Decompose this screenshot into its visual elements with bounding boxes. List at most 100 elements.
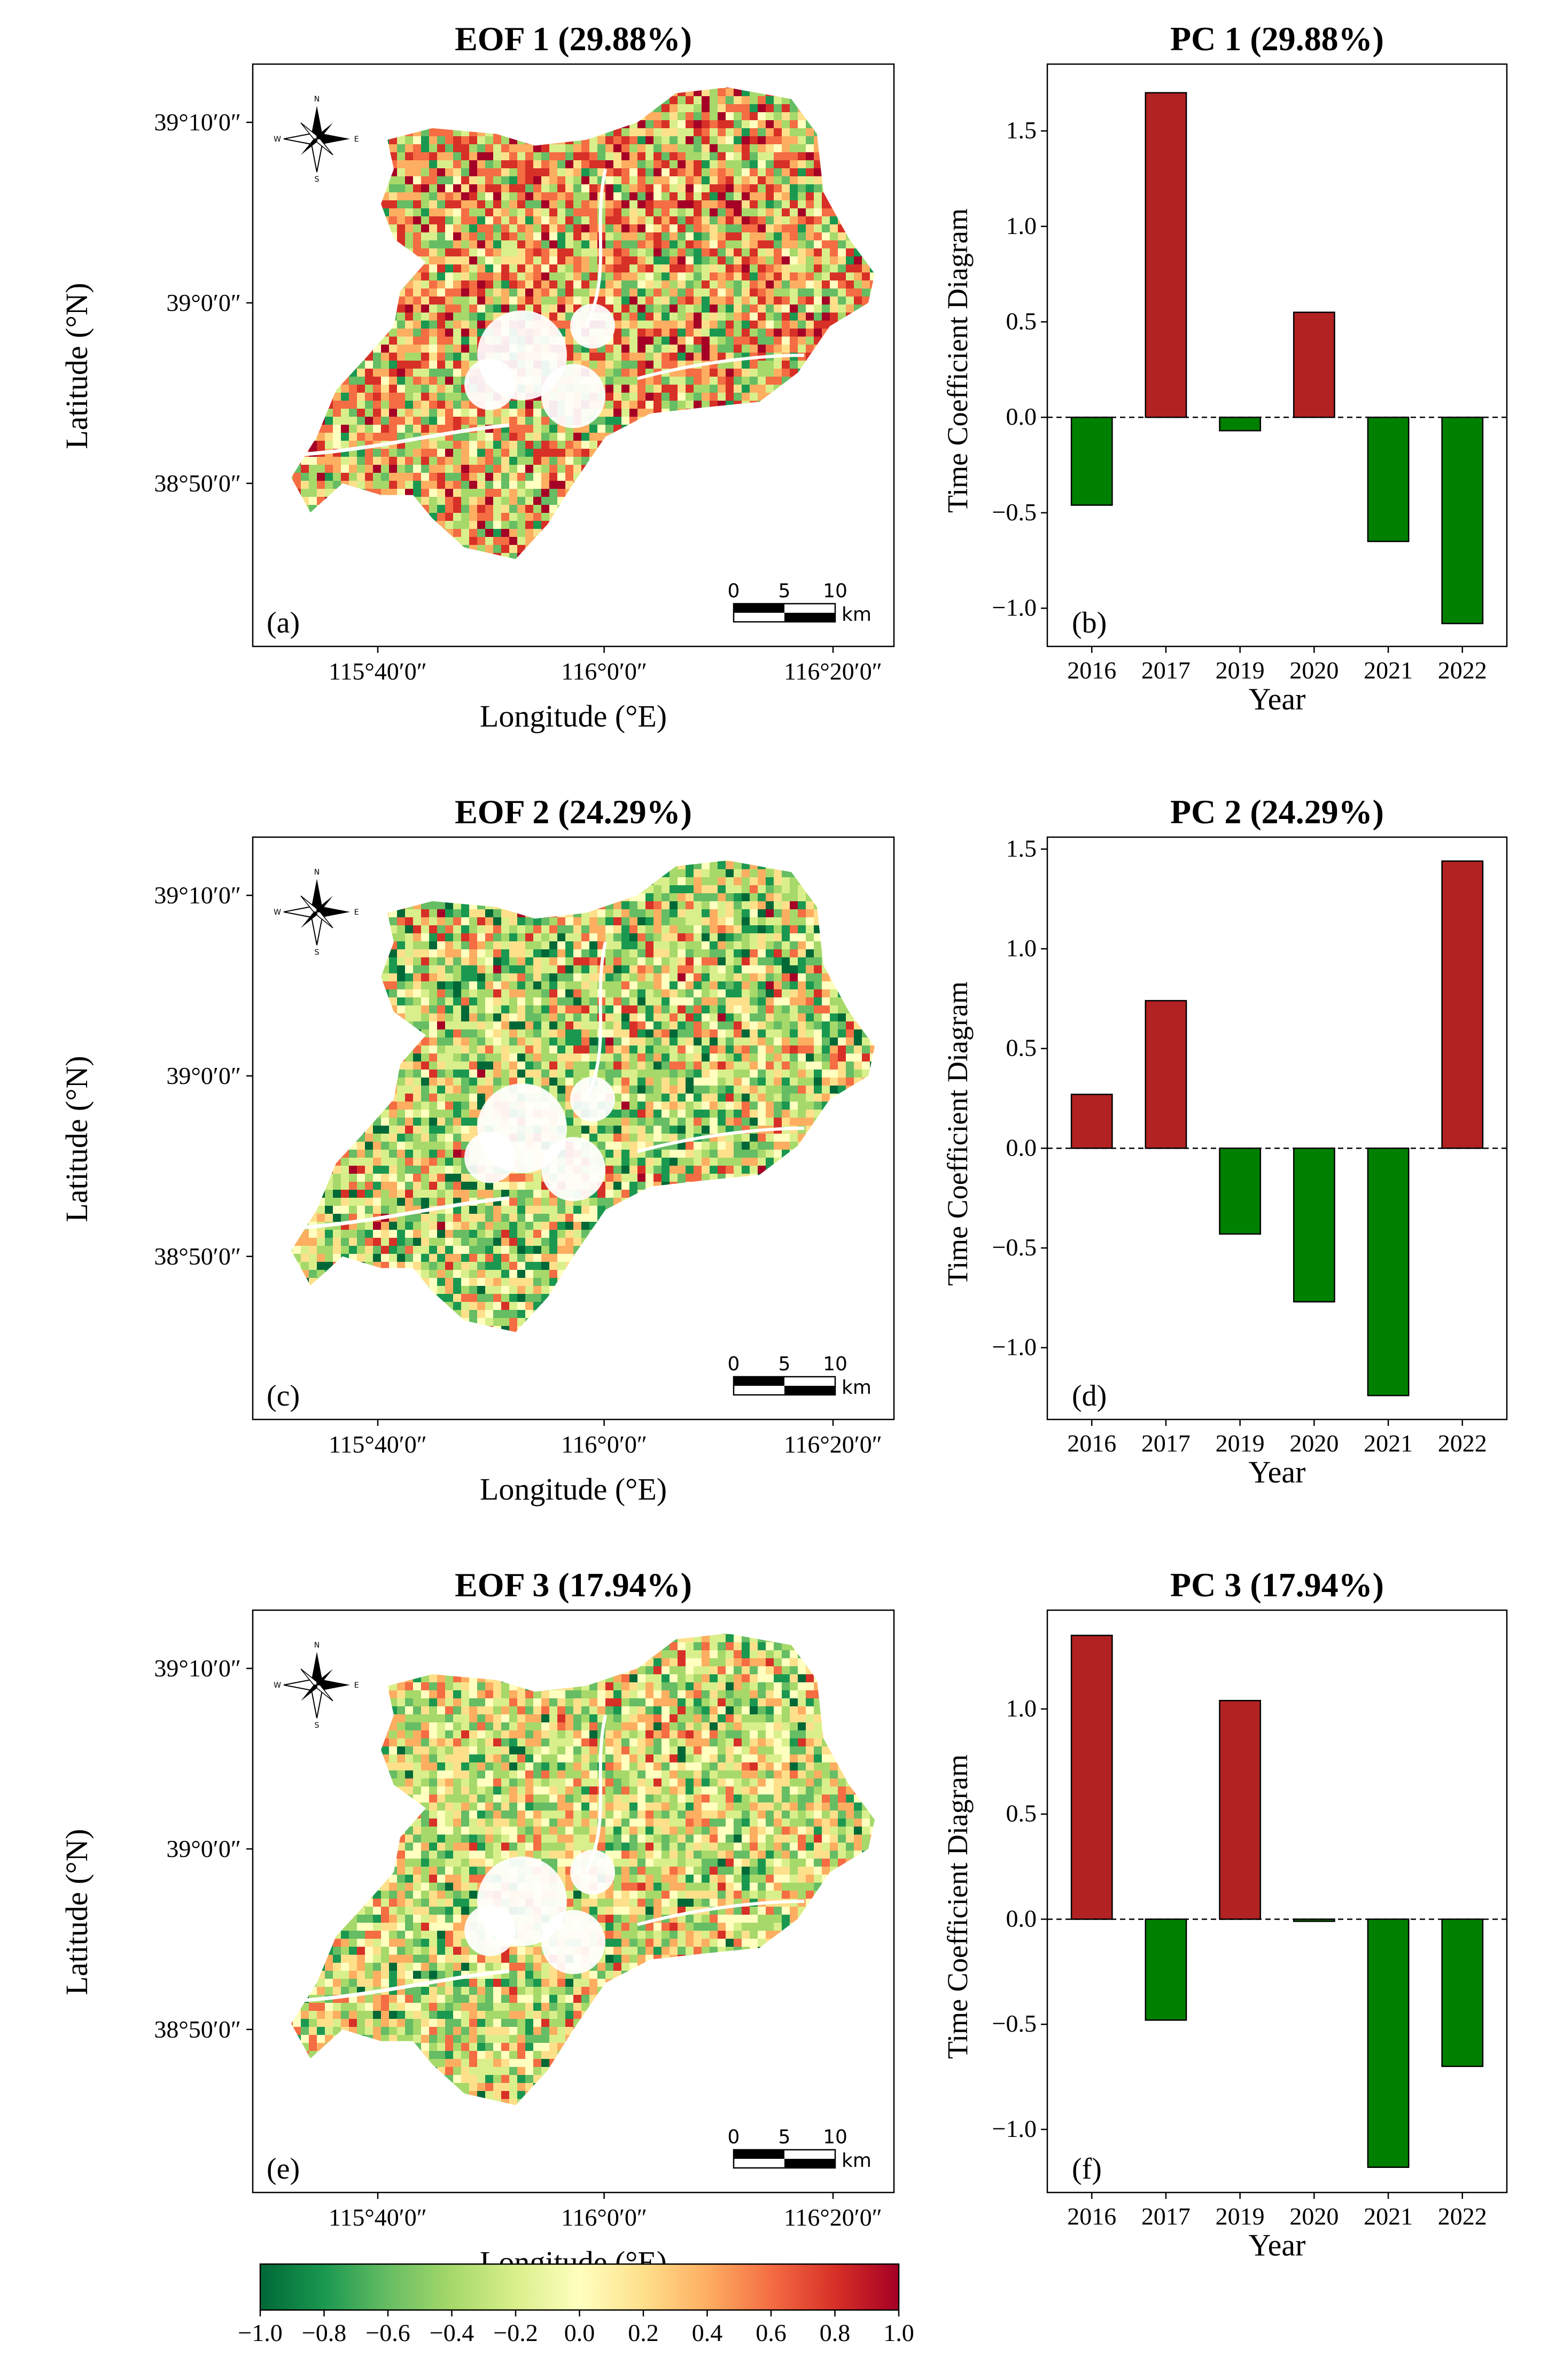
map-pixel: [333, 296, 341, 305]
map-pixel: [253, 401, 261, 409]
map-pixel: [621, 409, 630, 417]
map-pixel: [405, 313, 414, 321]
map-pixel: [830, 441, 838, 449]
map-pixel: [557, 465, 566, 473]
map-pixel: [509, 248, 518, 257]
map-pixel: [573, 72, 582, 81]
map-pixel: [814, 377, 822, 385]
map-pixel: [333, 481, 341, 489]
map-pixel: [694, 224, 702, 233]
map-pixel: [389, 505, 398, 513]
map-pixel: [726, 489, 734, 497]
map-pixel: [253, 489, 261, 497]
map-pixel: [277, 232, 285, 241]
map-pixel: [678, 208, 686, 217]
map-pixel: [798, 64, 806, 73]
map-pixel: [806, 409, 814, 417]
map-pixel: [509, 537, 518, 545]
map-pixel: [381, 288, 390, 297]
map-pixel: [645, 168, 654, 177]
map-pixel: [814, 288, 822, 297]
map-pixel: [806, 449, 814, 457]
map-pixel: [557, 305, 566, 313]
map-pixel: [798, 200, 806, 209]
map-pixel: [726, 305, 734, 313]
map-pixel: [766, 160, 774, 169]
map-pixel: [830, 64, 838, 73]
map-pixel: [718, 120, 726, 129]
map-pixel: [613, 288, 622, 297]
map-pixel: [317, 425, 325, 433]
map-pixel: [886, 160, 894, 169]
map-pixel: [357, 72, 365, 81]
map-pixel: [261, 561, 269, 569]
map-pixel: [445, 385, 454, 393]
map-pixel: [309, 345, 317, 353]
map-pixel: [437, 224, 446, 233]
map-pixel: [509, 529, 518, 537]
map-pixel: [405, 72, 414, 81]
map-pixel: [565, 160, 574, 169]
map-pixel: [485, 513, 494, 521]
map-pixel: [373, 337, 382, 345]
map-pixel: [694, 160, 702, 169]
map-pixel: [429, 168, 438, 177]
map-pixel: [846, 345, 854, 353]
map-pixel: [333, 88, 341, 97]
map-pixel: [806, 144, 814, 153]
map-pixel: [886, 152, 894, 161]
map-pixel: [557, 457, 566, 465]
map-pixel: [437, 345, 446, 353]
map-pixel: [373, 240, 382, 249]
map-pixel: [565, 272, 574, 281]
map-pixel: [365, 529, 374, 537]
map-pixel: [653, 305, 662, 313]
map-pixel: [686, 272, 694, 281]
map-pixel: [613, 305, 622, 313]
map-pixel: [365, 513, 374, 521]
map-pixel: [838, 473, 846, 481]
map-pixel: [742, 112, 750, 121]
map-pixel: [485, 216, 494, 225]
map-pixel: [477, 72, 486, 81]
map-pixel: [277, 224, 285, 233]
map-pixel: [774, 521, 782, 529]
map-pixel: [621, 72, 630, 81]
map-pixel: [373, 489, 382, 497]
map-pixel: [557, 136, 566, 145]
map-pixel: [277, 288, 285, 297]
map-pixel: [461, 168, 470, 177]
map-pixel: [293, 377, 301, 385]
map-pixel: [718, 176, 726, 185]
map-pixel: [806, 256, 814, 265]
map-pixel: [581, 425, 590, 433]
map-pixel: [742, 545, 750, 553]
map-pixel: [429, 481, 438, 489]
map-pixel: [702, 272, 710, 281]
map-pixel: [862, 176, 870, 185]
map-pixel: [742, 489, 750, 497]
map-pixel: [525, 208, 534, 217]
map-pixel: [878, 313, 886, 321]
map-pixel: [389, 168, 398, 177]
map-pixel: [838, 465, 846, 473]
map-pixel: [814, 305, 822, 313]
map-pixel: [429, 489, 438, 497]
map-pixel: [645, 200, 654, 209]
map-pixel: [822, 329, 830, 337]
map-pixel: [846, 529, 854, 537]
map-pixel: [549, 208, 558, 217]
map-pixel: [461, 120, 470, 129]
map-pixel: [291, 96, 293, 105]
map-pixel: [790, 529, 798, 537]
map-pixel: [317, 184, 325, 193]
map-pixel: [349, 192, 357, 201]
map-pixel: [742, 433, 750, 441]
map-pixel: [774, 345, 782, 353]
map-pixel: [291, 216, 293, 225]
map-pixel: [613, 353, 622, 361]
map-pixel: [429, 72, 438, 81]
map-pixel: [413, 264, 422, 273]
map-pixel: [597, 104, 606, 113]
map-pixel: [589, 248, 598, 257]
